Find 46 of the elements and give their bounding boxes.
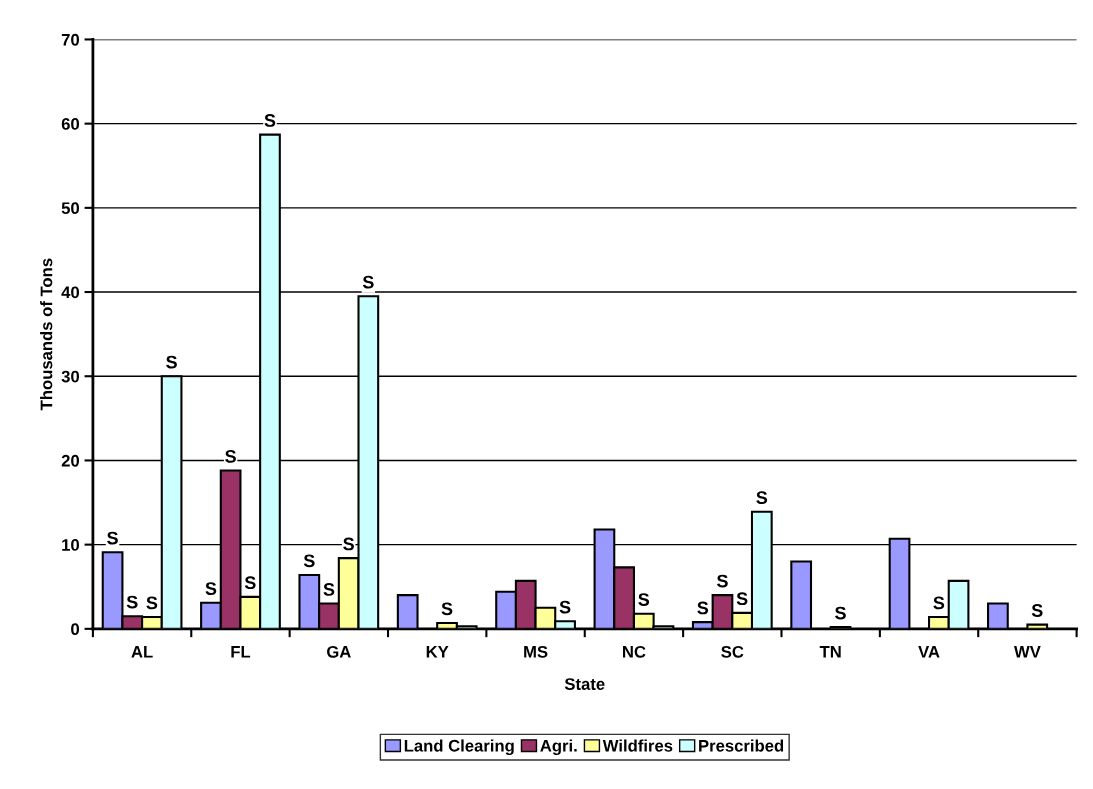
data-label: S	[146, 596, 158, 610]
x-tick-label: SC	[721, 645, 744, 658]
x-tick-label: VA	[918, 646, 940, 658]
data-label: S	[244, 576, 256, 590]
x-tick-label: FL	[231, 646, 251, 658]
x-tick-label: AL	[131, 646, 153, 658]
y-tick-label: 10	[62, 539, 80, 551]
data-label: S	[441, 602, 453, 616]
x-tick-label: MS	[524, 645, 548, 658]
data-label: S	[166, 355, 177, 369]
y-tick-label: 60	[61, 118, 80, 130]
x-tick-label: WV	[1014, 646, 1041, 658]
y-tick-label: 0	[71, 623, 80, 636]
x-tick-label: TN	[819, 646, 841, 658]
data-label: S	[107, 531, 118, 545]
data-label: S	[933, 596, 945, 610]
data-label: S	[303, 554, 315, 568]
x-axis-title: State	[564, 678, 605, 690]
data-label: S	[736, 592, 748, 606]
legend-label: Agri.	[540, 739, 577, 756]
data-label: S	[323, 583, 335, 596]
x-tick-label: KY	[426, 646, 449, 658]
y-tick-label: 30	[61, 370, 80, 383]
y-tick-label: 20	[61, 454, 80, 467]
y-tick-label: 50	[61, 202, 80, 215]
data-label: S	[343, 537, 354, 551]
data-label: S	[264, 114, 276, 127]
data-label: S	[126, 595, 138, 609]
legend-label: Wildfires	[602, 739, 673, 752]
x-tick-label: GA	[327, 645, 351, 658]
x-tick-label: NC	[623, 645, 646, 658]
data-label: S	[638, 593, 650, 606]
legend-label: Prescribed	[699, 739, 784, 752]
data-label: S	[362, 275, 374, 289]
data-label: S	[225, 450, 236, 463]
data-label: S	[559, 600, 571, 614]
data-label: S	[1031, 604, 1043, 617]
data-label: S	[716, 574, 728, 588]
y-tick-label: 70	[61, 33, 80, 46]
data-label: S	[205, 582, 217, 595]
legend-label: Land Clearing	[404, 739, 514, 756]
data-label: S	[697, 601, 709, 615]
y-axis-title: Thousands of Tons	[40, 258, 53, 411]
data-label: S	[756, 491, 768, 505]
y-tick-label: 40	[61, 286, 80, 299]
data-label: S	[835, 606, 846, 620]
